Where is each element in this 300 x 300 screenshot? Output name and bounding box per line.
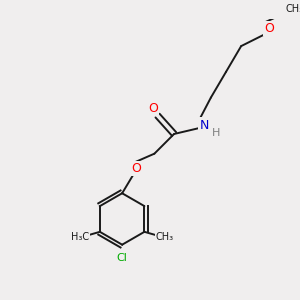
Text: H: H [212, 128, 220, 137]
Text: H₃C: H₃C [70, 232, 89, 242]
Text: CH₃: CH₃ [156, 232, 174, 242]
Text: CH₃: CH₃ [286, 4, 300, 14]
Text: O: O [148, 102, 158, 115]
Text: O: O [264, 22, 274, 35]
Text: Cl: Cl [117, 253, 128, 262]
Text: O: O [131, 162, 141, 175]
Text: N: N [200, 119, 209, 132]
